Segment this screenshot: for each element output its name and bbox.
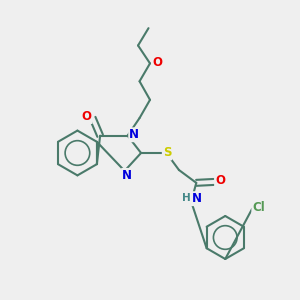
Text: H: H [182, 193, 191, 203]
Text: O: O [152, 56, 163, 69]
Text: Cl: Cl [252, 201, 265, 214]
Text: O: O [82, 110, 92, 123]
Text: N: N [122, 169, 132, 182]
Text: S: S [163, 146, 171, 160]
Text: N: N [192, 192, 202, 205]
Text: O: O [215, 174, 225, 187]
Text: N: N [129, 128, 139, 141]
